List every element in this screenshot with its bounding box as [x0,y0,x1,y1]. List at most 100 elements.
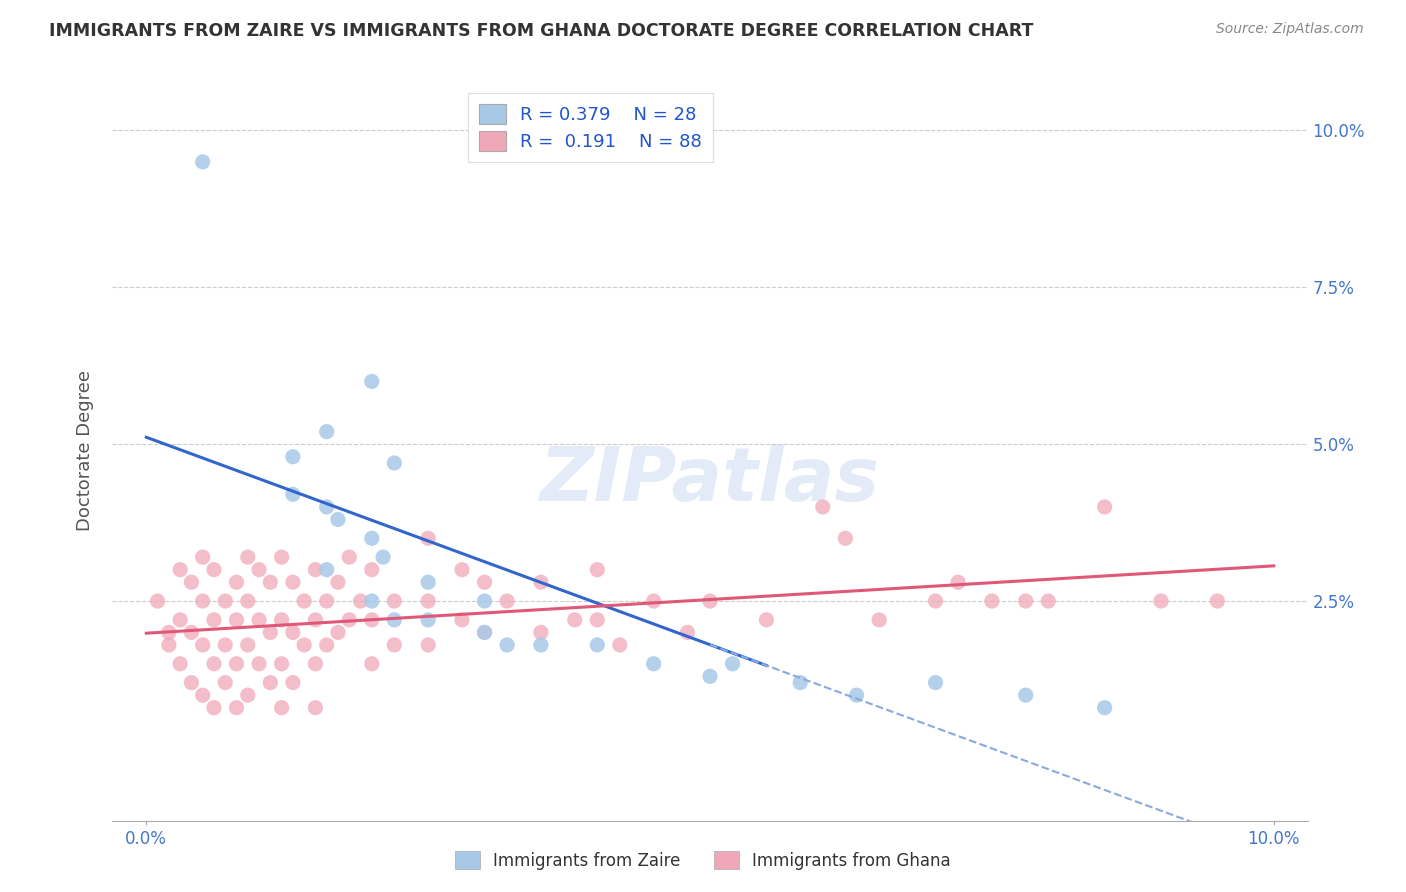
Point [304,563,326,577]
Point [292,594,315,608]
Point [349,594,371,608]
Legend: Immigrants from Zaire, Immigrants from Ghana: Immigrants from Zaire, Immigrants from G… [449,845,957,876]
Point [214,638,236,652]
Point [360,594,382,608]
Point [564,613,586,627]
Point [326,575,349,590]
Point [236,594,259,608]
Point [270,550,292,565]
Point [868,613,890,627]
Point [586,638,609,652]
Point [191,688,214,702]
Point [382,456,405,470]
Point [755,613,778,627]
Point [281,625,304,640]
Point [236,638,259,652]
Point [337,613,360,627]
Point [225,700,247,714]
Point [418,531,440,545]
Point [496,594,519,608]
Point [418,594,440,608]
Point [180,675,202,690]
Point [643,657,665,671]
Point [191,594,214,608]
Point [236,550,259,565]
Point [530,625,553,640]
Point [337,550,360,565]
Point [270,613,292,627]
Point [382,638,405,652]
Point [315,638,337,652]
Point [281,450,304,464]
Point [259,675,281,690]
Point [586,613,609,627]
Point [180,625,202,640]
Point [360,531,382,545]
Point [474,625,496,640]
Text: IMMIGRANTS FROM ZAIRE VS IMMIGRANTS FROM GHANA DOCTORATE DEGREE CORRELATION CHAR: IMMIGRANTS FROM ZAIRE VS IMMIGRANTS FROM… [49,22,1033,40]
Point [169,657,191,671]
Point [924,594,946,608]
Point [946,575,969,590]
Point [214,594,236,608]
Point [225,657,247,671]
Point [202,613,225,627]
Point [259,575,281,590]
Point [270,657,292,671]
Point [834,531,856,545]
Point [474,625,496,640]
Point [169,563,191,577]
Point [1015,688,1038,702]
Point [1206,594,1229,608]
Point [180,575,202,590]
Point [474,594,496,608]
Point [418,638,440,652]
Point [360,657,382,671]
Point [304,657,326,671]
Point [202,657,225,671]
Point [789,675,811,690]
Point [191,154,214,169]
Point [721,657,744,671]
Point [326,512,349,526]
Point [225,613,247,627]
Point [699,669,721,683]
Point [326,625,349,640]
Point [360,563,382,577]
Point [699,594,721,608]
Point [496,638,519,652]
Point [247,563,270,577]
Point [382,594,405,608]
Point [247,657,270,671]
Point [281,487,304,501]
Point [169,613,191,627]
Point [1094,500,1116,514]
Point [304,613,326,627]
Point [1150,594,1173,608]
Point [146,594,169,608]
Point [1094,700,1116,714]
Point [418,613,440,627]
Point [270,700,292,714]
Point [259,625,281,640]
Point [157,638,180,652]
Point [980,594,1002,608]
Point [315,563,337,577]
Point [292,638,315,652]
Point [360,375,382,389]
Point [281,575,304,590]
Point [247,613,270,627]
Point [451,563,474,577]
Text: ZIPatlas: ZIPatlas [540,443,880,516]
Point [157,625,180,640]
Point [530,638,553,652]
Point [609,638,631,652]
Point [236,688,259,702]
Point [371,550,394,565]
Point [586,563,609,577]
Text: Source: ZipAtlas.com: Source: ZipAtlas.com [1216,22,1364,37]
Point [530,575,553,590]
Point [191,550,214,565]
Point [315,500,337,514]
Point [281,675,304,690]
